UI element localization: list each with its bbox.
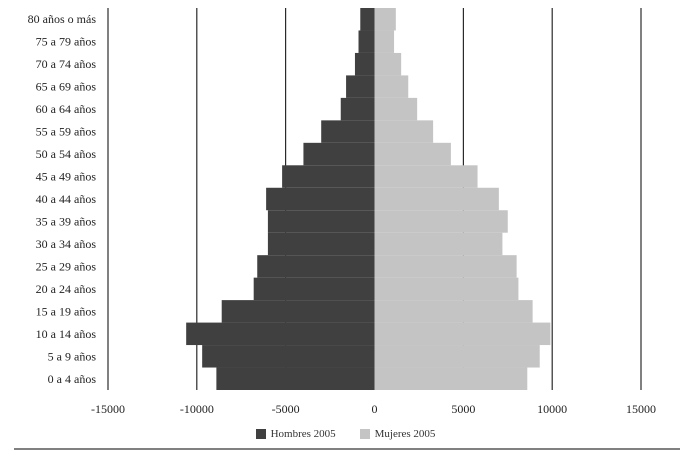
- bar-mujeres-6: [374, 232, 503, 256]
- bar-mujeres-10: [374, 142, 451, 166]
- xtick-label-1: -10000: [180, 402, 214, 416]
- category-label-13: 65 a 69 años: [36, 80, 97, 94]
- legend-item-mujeres: Mujeres 2005: [359, 428, 436, 440]
- bar-mujeres-1: [374, 345, 540, 368]
- bar-mujeres-11: [374, 120, 434, 143]
- bar-hombres-0: [216, 367, 375, 390]
- bar-hombres-12: [340, 97, 375, 121]
- bar-mujeres-4: [374, 277, 519, 301]
- bar-hombres-9: [282, 165, 375, 188]
- category-label-5: 25 a 29 años: [36, 259, 97, 273]
- category-label-10: 50 a 54 años: [36, 147, 97, 161]
- category-label-0: 0 a 4 años: [48, 372, 97, 386]
- legend-label-mujeres: Mujeres 2005: [374, 428, 436, 440]
- legend-item-hombres: Hombres 2005: [255, 428, 336, 440]
- bar-hombres-10: [303, 142, 375, 166]
- xtick-label-2: -5000: [272, 402, 300, 416]
- bar-mujeres-5: [374, 255, 517, 278]
- category-label-11: 55 a 59 años: [36, 125, 97, 139]
- bar-hombres-15: [358, 30, 375, 53]
- bar-mujeres-9: [374, 165, 478, 188]
- legend: Hombres 2005 Mujeres 2005: [0, 428, 691, 440]
- bar-hombres-5: [257, 255, 375, 278]
- category-label-6: 30 a 34 años: [36, 237, 97, 251]
- legend-label-hombres: Hombres 2005: [270, 428, 336, 440]
- bar-mujeres-8: [374, 187, 499, 211]
- bar-mujeres-3: [374, 300, 533, 323]
- bar-hombres-16: [360, 8, 375, 31]
- bar-mujeres-12: [374, 97, 418, 121]
- bar-hombres-6: [267, 232, 375, 256]
- bar-hombres-4: [253, 277, 375, 301]
- bar-mujeres-0: [374, 367, 528, 390]
- bar-hombres-11: [321, 120, 375, 143]
- xtick-label-5: 10000: [537, 402, 567, 416]
- legend-swatch-mujeres: [359, 429, 370, 439]
- bar-hombres-13: [346, 75, 375, 98]
- bar-hombres-8: [266, 187, 375, 211]
- category-label-2: 10 a 14 años: [36, 327, 97, 341]
- category-label-16: 80 años o más: [28, 12, 97, 26]
- category-label-7: 35 a 39 años: [36, 214, 97, 228]
- bar-hombres-1: [202, 345, 375, 368]
- xtick-label-6: 15000: [626, 402, 656, 416]
- category-label-4: 20 a 24 años: [36, 282, 97, 296]
- bar-mujeres-16: [374, 8, 396, 31]
- xtick-label-4: 5000: [451, 402, 475, 416]
- category-label-1: 5 a 9 años: [48, 349, 97, 363]
- category-label-14: 70 a 74 años: [36, 57, 97, 71]
- bar-hombres-3: [221, 300, 375, 323]
- category-label-3: 15 a 19 años: [36, 304, 97, 318]
- bar-mujeres-7: [374, 210, 508, 233]
- category-label-8: 40 a 44 años: [36, 192, 97, 206]
- bar-mujeres-15: [374, 30, 395, 53]
- bar-mujeres-13: [374, 75, 409, 98]
- xtick-label-3: 0: [372, 402, 378, 416]
- category-label-9: 45 a 49 años: [36, 170, 97, 184]
- bar-mujeres-14: [374, 52, 402, 76]
- bar-hombres-2: [186, 322, 375, 346]
- category-label-12: 60 a 64 años: [36, 102, 97, 116]
- xtick-label-0: -15000: [91, 402, 125, 416]
- category-label-15: 75 a 79 años: [36, 35, 97, 49]
- legend-swatch-hombres: [255, 429, 266, 439]
- bar-hombres-7: [267, 210, 375, 233]
- bar-mujeres-2: [374, 322, 551, 346]
- bar-hombres-14: [354, 52, 375, 76]
